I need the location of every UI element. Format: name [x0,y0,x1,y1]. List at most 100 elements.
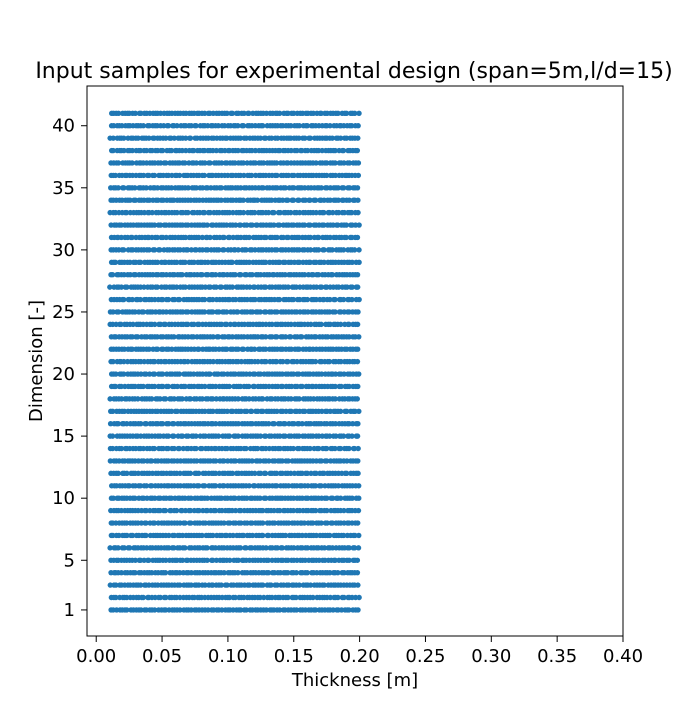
scatter-point [171,334,177,340]
scatter-point [282,532,289,539]
scatter-point [251,346,258,352]
scatter-point [121,346,128,352]
scatter-point [221,520,227,526]
scatter-point [282,334,289,340]
scatter-point [249,458,255,464]
scatter-point [140,383,146,390]
scatter-point [263,545,269,551]
scatter-point [235,569,241,576]
scatter-point [240,160,247,166]
scatter-point [296,582,302,588]
scatter-point [238,408,244,414]
scatter-point [121,545,127,551]
scatter-point [179,557,186,563]
scatter-point [187,470,194,477]
x-axis: 0.00 0.05 0.10 0.15 0.20 0.25 0.30 0.35 0.40 [76,636,643,667]
scatter-point [332,147,338,154]
scatter-point [354,396,360,402]
scatter-point [224,110,230,117]
scatter-point [355,470,361,477]
scatter-point [307,582,314,588]
scatter-point [293,607,300,613]
scatter-point [146,135,152,141]
scatter-point [199,234,206,241]
scatter-point [340,296,347,303]
scatter-point [210,309,216,315]
scatter-point [235,346,241,352]
scatter-point [315,247,322,253]
scatter-point [174,123,180,129]
scatter-point [269,321,275,328]
scatter-point [352,532,358,539]
scatter-point [279,458,285,464]
scatter-point [201,296,208,303]
scatter-point [291,185,297,191]
scatter-point [146,557,152,563]
scatter-point [218,284,225,290]
scatter-point [212,483,219,489]
scatter-point [163,557,169,563]
scatter-point [123,209,130,216]
scatter-point [230,532,236,539]
scatter-point [321,247,327,253]
x-tick-label: 0.15 [274,646,314,667]
scatter-point [124,532,130,539]
scatter-point [159,420,166,427]
scatter-point [240,209,247,216]
scatter-point [107,396,113,402]
scatter-point [341,371,347,377]
scatter-point [296,259,303,265]
scatter-point [349,209,355,216]
scatter-point [124,470,130,477]
scatter-point [249,309,256,315]
scatter-point [118,445,125,452]
scatter-point [355,545,362,551]
scatter-point [185,321,191,328]
scatter-point [330,209,336,216]
scatter-point [354,147,361,154]
scatter-point [235,433,241,439]
scatter-point [166,532,172,539]
scatter-point [240,532,247,539]
scatter-point [185,185,191,191]
scatter-point [332,557,338,563]
scatter-point [185,209,191,216]
scatter-point [321,582,327,588]
scatter-point [216,309,222,315]
scatter-point [257,470,264,477]
scatter-point [221,458,227,464]
scatter-point [324,507,330,514]
scatter-point [304,569,311,576]
scatter-point [205,607,211,613]
scatter-point [248,408,255,414]
scatter-point [254,197,261,203]
scatter-point [340,247,347,253]
scatter-point [232,458,239,464]
scatter-point [335,197,342,203]
scatter-point [354,321,361,328]
scatter-point [202,483,208,489]
scatter-point [137,483,144,489]
scatter-point [213,458,219,464]
scatter-point [263,334,269,340]
scatter-point [246,234,252,241]
scatter-point [263,495,269,501]
scatter-point [351,247,358,253]
scatter-point [310,594,316,601]
scatter-point [182,545,188,551]
scatter-point [241,110,247,117]
scatter-point [176,445,183,452]
scatter-point [246,582,253,588]
scatter-point [132,557,139,563]
scatter-point [327,569,333,576]
scatter-point [113,582,119,588]
scatter-point [290,197,297,203]
x-tick-label: 0.10 [208,646,248,667]
y-tick-label: 20 [52,364,75,385]
scatter-point [274,234,280,241]
scatter-point [346,445,352,452]
scatter-point [199,445,205,452]
scatter-point [337,321,344,328]
scatter-point [215,433,222,439]
